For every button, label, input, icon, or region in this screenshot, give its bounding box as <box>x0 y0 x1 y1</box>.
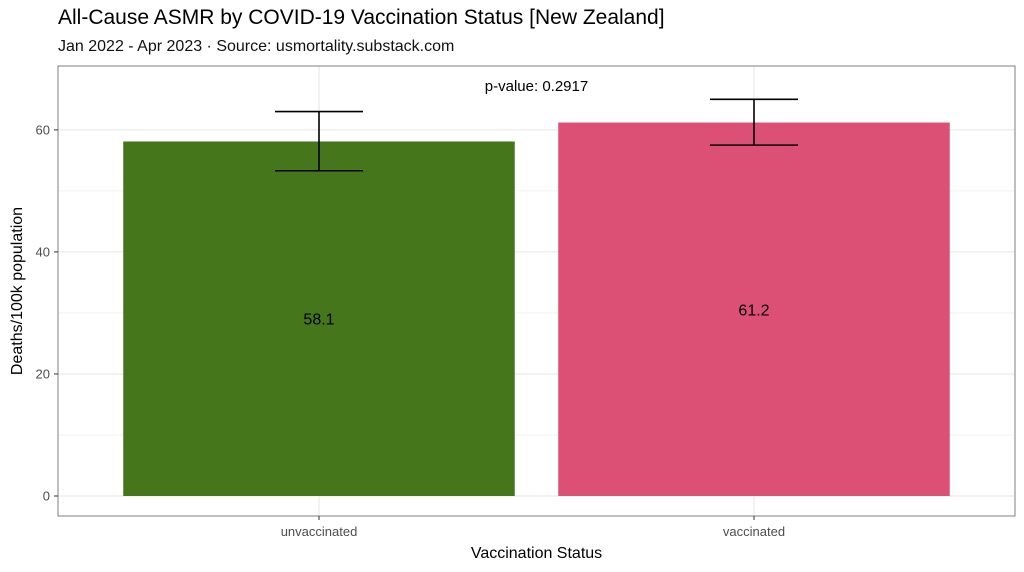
bars <box>123 122 950 496</box>
bar-vaccinated <box>558 122 950 496</box>
x-axis: unvaccinated vaccinated <box>281 516 785 539</box>
y-axis: 0 20 40 60 <box>36 122 58 504</box>
p-value-annotation: p-value: 0.2917 <box>485 78 588 95</box>
chart-title: All-Cause ASMR by COVID-19 Vaccination S… <box>58 6 665 29</box>
bar-value-label: 61.2 <box>738 302 769 319</box>
x-tick-label: vaccinated <box>723 524 785 539</box>
plot-panel-border <box>57 65 1016 517</box>
y-tick-label: 0 <box>43 489 50 504</box>
bar-value-label: 58.1 <box>303 312 334 329</box>
bar-value-labels: 58.1 61.2 <box>303 302 769 328</box>
x-tick-label: unvaccinated <box>281 524 358 539</box>
y-tick-label: 20 <box>36 366 50 381</box>
y-axis-title: Deaths/100k population <box>9 207 26 375</box>
error-bars <box>275 98 798 172</box>
chart-subtitle: Jan 2022 - Apr 2023 · Source: usmortalit… <box>58 38 455 55</box>
x-axis-title: Vaccination Status <box>471 545 602 562</box>
y-tick-label: 40 <box>36 244 50 259</box>
bar-unvaccinated <box>123 141 515 496</box>
y-tick-label: 60 <box>36 122 50 137</box>
